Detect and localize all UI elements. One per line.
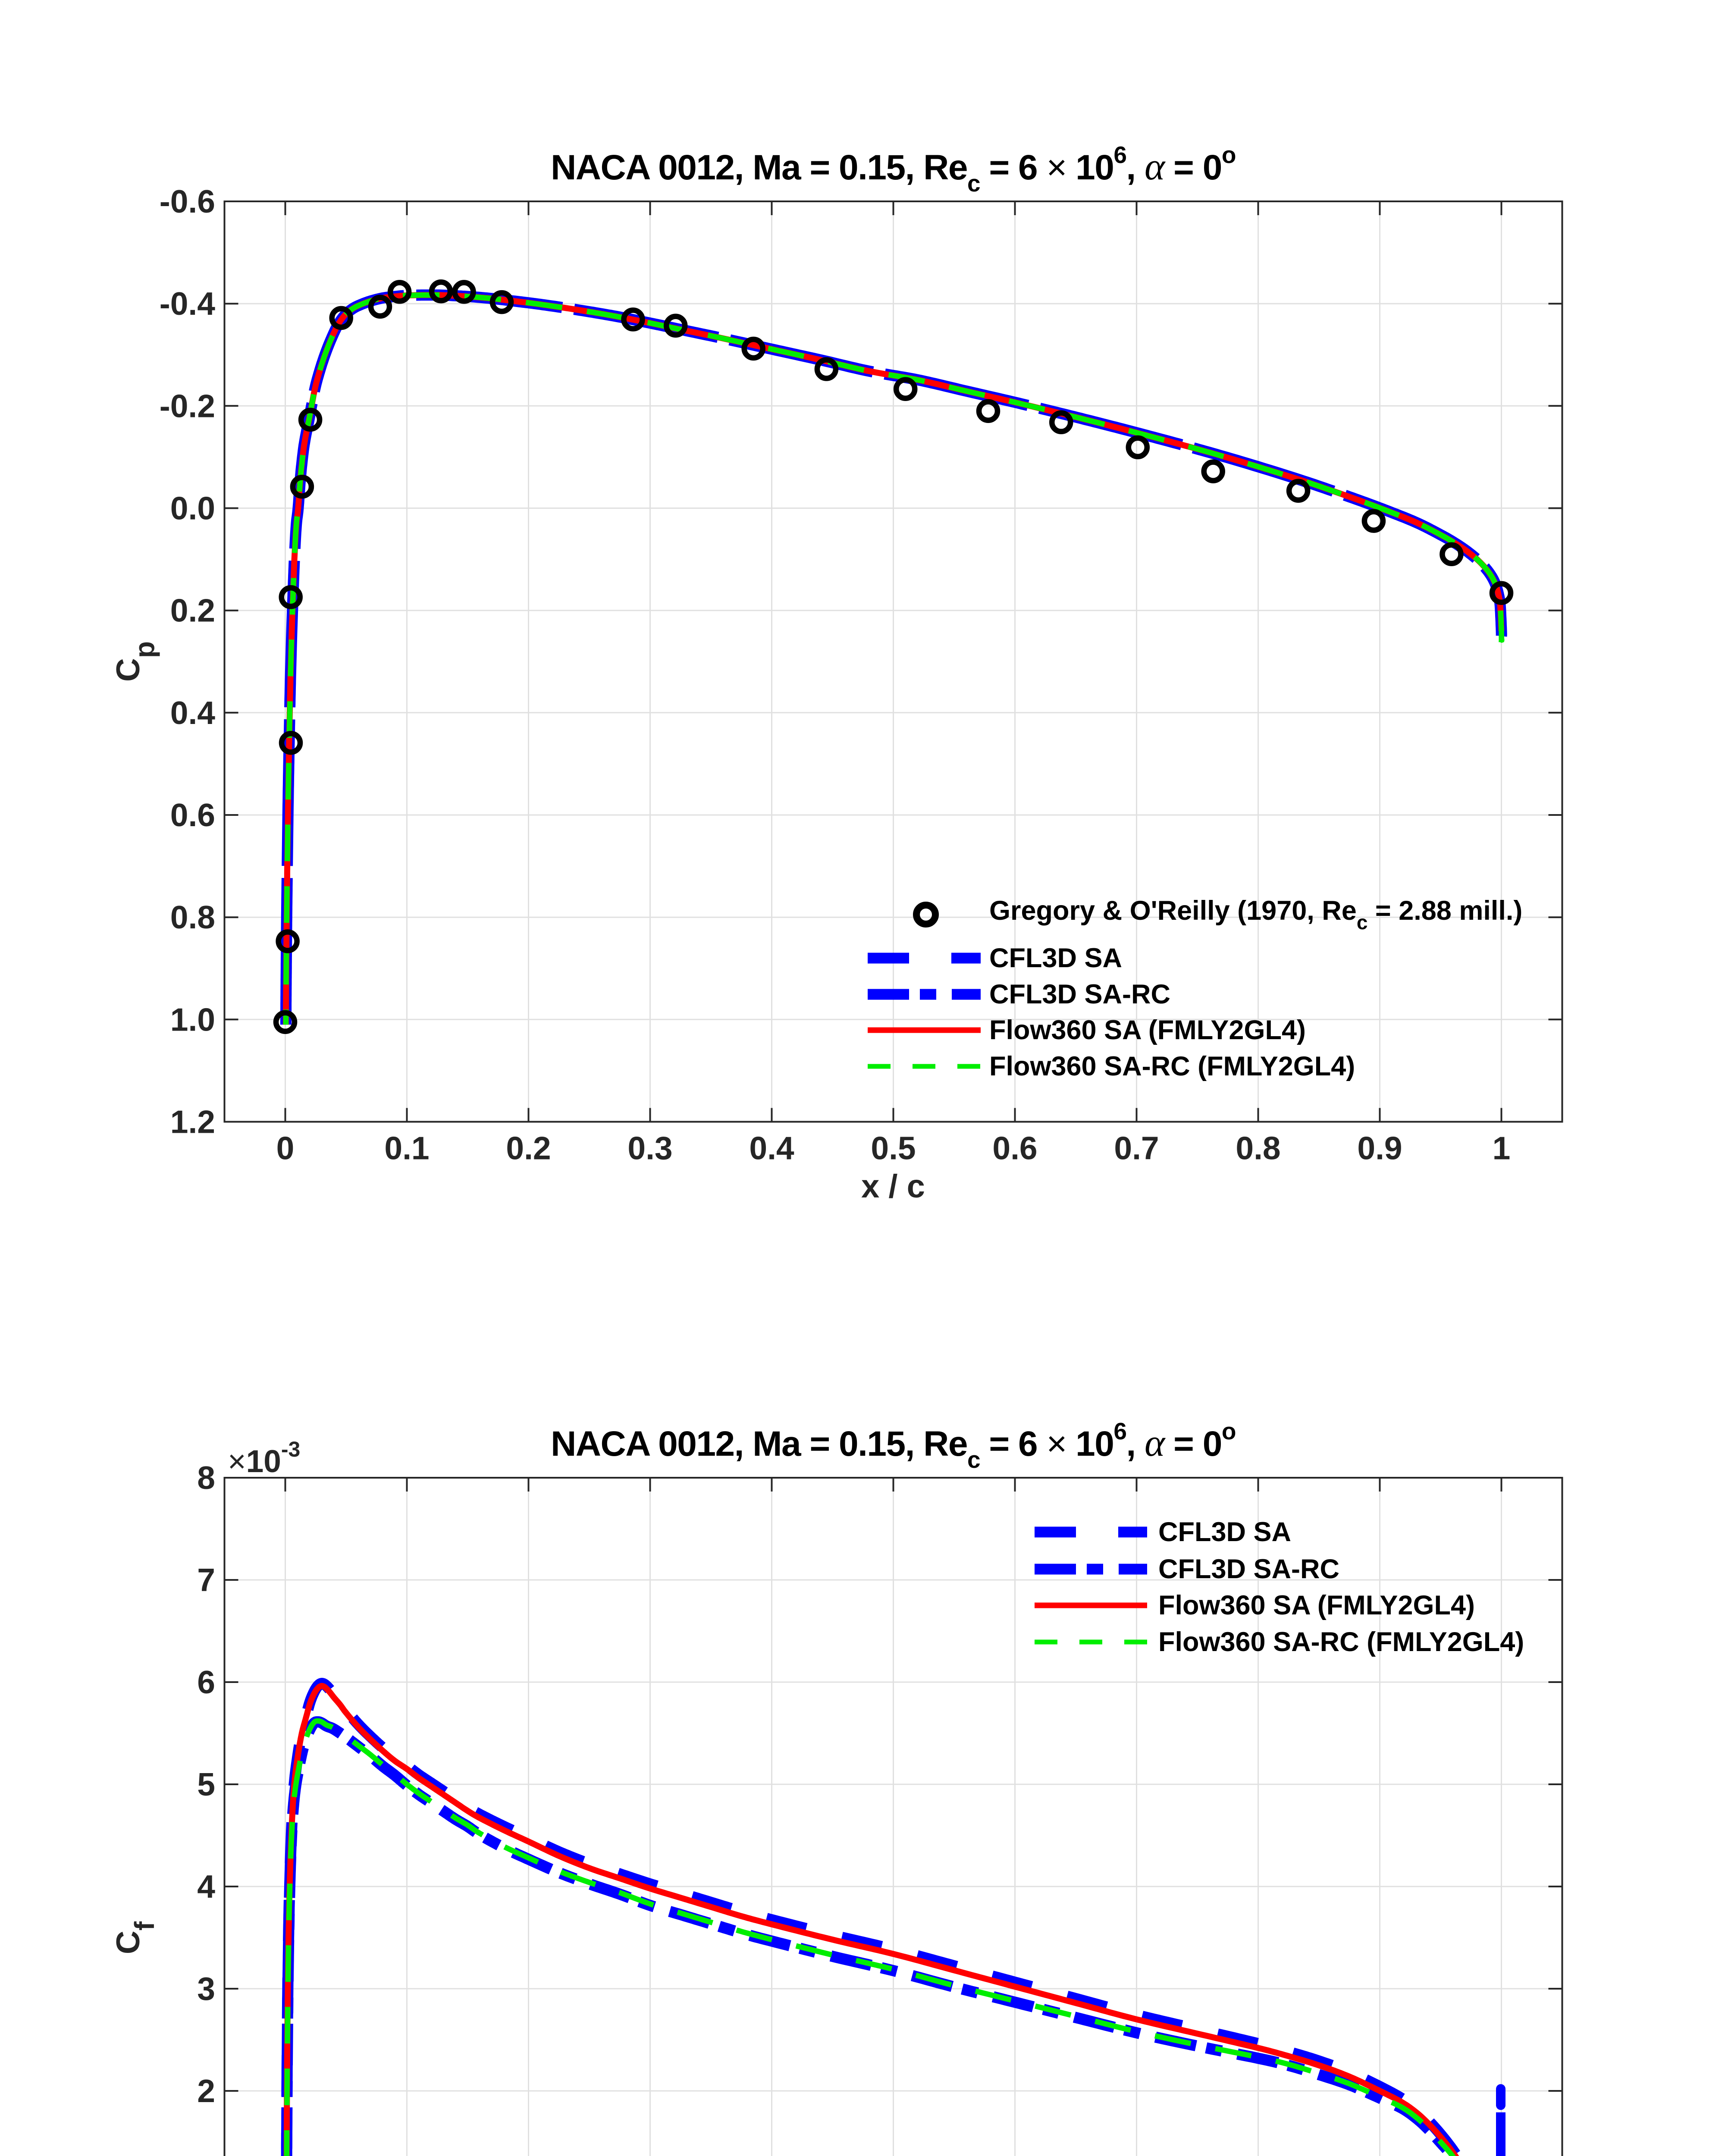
svg-text:4: 4 [197, 1868, 215, 1905]
svg-text:CFL3D SA: CFL3D SA [989, 943, 1122, 973]
svg-text:0.6: 0.6 [170, 797, 215, 833]
svg-text:Flow360 SA (FMLY2GL4): Flow360 SA (FMLY2GL4) [989, 1015, 1306, 1045]
svg-text:5: 5 [197, 1766, 215, 1802]
svg-text:x / c: x / c [861, 1168, 925, 1205]
svg-text:0.6: 0.6 [992, 1130, 1037, 1166]
svg-text:0.0: 0.0 [170, 490, 215, 526]
svg-text:0.4: 0.4 [170, 695, 216, 731]
svg-text:0.8: 0.8 [1236, 1130, 1280, 1166]
svg-text:8: 8 [197, 1460, 215, 1496]
svg-text:1.0: 1.0 [170, 1001, 215, 1037]
svg-text:0.1: 0.1 [384, 1130, 429, 1166]
svg-text:0.5: 0.5 [871, 1130, 916, 1166]
svg-text:CFL3D SA-RC: CFL3D SA-RC [1158, 1554, 1339, 1584]
svg-text:-0.4: -0.4 [160, 285, 216, 322]
svg-text:Flow360 SA-RC (FMLY2GL4): Flow360 SA-RC (FMLY2GL4) [1158, 1627, 1524, 1657]
svg-text:0.2: 0.2 [506, 1130, 551, 1166]
svg-text:0.2: 0.2 [170, 592, 215, 629]
svg-text:-0.2: -0.2 [160, 388, 215, 424]
svg-text:2: 2 [197, 2073, 215, 2109]
svg-text:0.9: 0.9 [1357, 1130, 1402, 1166]
svg-text:×10-3: ×10-3 [228, 1437, 300, 1479]
svg-text:7: 7 [197, 1562, 215, 1598]
svg-text:CFL3D SA-RC: CFL3D SA-RC [989, 979, 1170, 1009]
svg-text:CFL3D SA: CFL3D SA [1158, 1517, 1291, 1547]
svg-text:6: 6 [197, 1664, 215, 1700]
svg-text:0.7: 0.7 [1114, 1130, 1159, 1166]
svg-text:0.4: 0.4 [749, 1130, 794, 1166]
svg-text:1.2: 1.2 [170, 1104, 215, 1140]
svg-text:Flow360 SA-RC (FMLY2GL4): Flow360 SA-RC (FMLY2GL4) [989, 1051, 1355, 1081]
svg-text:0: 0 [276, 1130, 295, 1166]
svg-text:0.8: 0.8 [170, 899, 215, 935]
svg-text:1: 1 [1493, 1130, 1511, 1166]
svg-text:Flow360 SA (FMLY2GL4): Flow360 SA (FMLY2GL4) [1158, 1590, 1475, 1620]
svg-text:0.3: 0.3 [627, 1130, 672, 1166]
svg-text:-0.6: -0.6 [160, 183, 215, 219]
svg-text:3: 3 [197, 1971, 215, 2007]
